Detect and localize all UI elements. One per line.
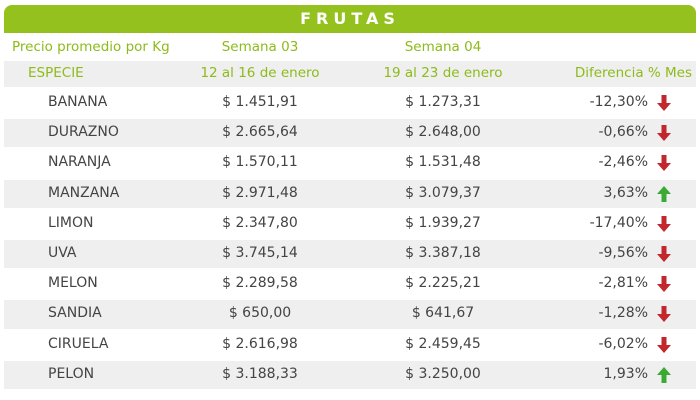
arrow-shape (657, 366, 671, 383)
arrow-icon (657, 215, 671, 232)
price-week-03: $ 2.665,64 (222, 124, 298, 141)
price-week-03: $ 3.188,33 (222, 365, 298, 382)
arrow-icon (657, 95, 671, 111)
price-week-03: $ 1.451,91 (222, 94, 298, 110)
trend-arrow (656, 154, 672, 172)
row-bg (4, 300, 696, 329)
row-bg (4, 360, 696, 389)
arrow-icon (657, 246, 671, 262)
price-week-03: $ 3.745,14 (222, 245, 298, 261)
trend-arrow (656, 94, 672, 112)
header-cell: Semana 04 (404, 39, 482, 55)
arrow-icon (657, 366, 671, 383)
difference: -9,56% (598, 245, 648, 261)
arrow-shape (657, 336, 671, 353)
arrow-icon (657, 276, 671, 293)
arrow-icon (657, 336, 671, 353)
species: MANZANA (48, 184, 120, 201)
price-week-04: $ 2.648,00 (405, 124, 481, 141)
header-cell: 19 al 23 de enero (383, 65, 503, 81)
arrow-shape (657, 95, 671, 111)
price-week-04: $ 1.939,27 (405, 214, 481, 231)
title-bar (4, 5, 696, 33)
price-week-03: $ 2.616,98 (222, 335, 298, 352)
species: MELON (48, 275, 98, 292)
difference: -1,28% (598, 305, 648, 322)
header-cell: ESPECIE (28, 65, 84, 81)
row-bg (4, 179, 696, 208)
price-week-04: $ 1.273,31 (405, 94, 481, 110)
header-cell: Diferencia % Mes (574, 65, 692, 81)
arrow-shape (657, 306, 671, 323)
arrow-shape (657, 276, 671, 293)
trend-arrow (656, 185, 672, 203)
difference: -17,40% (589, 214, 648, 231)
trend-arrow (656, 275, 672, 293)
species: BANANA (48, 94, 108, 110)
arrow-icon (657, 125, 671, 142)
header-cell: Precio promedio por Kg (12, 39, 170, 55)
row-bg (4, 119, 696, 148)
trend-arrow (656, 305, 672, 323)
arrow-shape (657, 125, 671, 142)
price-week-03: $ 2.347,80 (222, 214, 298, 231)
title: FRUTAS (300, 9, 400, 28)
difference: -12,30% (589, 94, 648, 110)
price-week-03: $ 2.971,48 (222, 184, 298, 201)
difference: 1,93% (603, 365, 648, 382)
header-cell: 12 al 16 de enero (200, 65, 320, 81)
price-week-04: $ 3.250,00 (405, 365, 481, 382)
header-cell: Semana 03 (221, 39, 299, 55)
arrow-shape (657, 185, 671, 202)
price-week-03: $ 1.570,11 (222, 154, 298, 171)
difference: -0,66% (598, 124, 648, 141)
trend-arrow (656, 336, 672, 354)
species: SANDIA (48, 305, 102, 322)
arrow-icon (657, 185, 671, 202)
difference: -2,46% (598, 154, 648, 171)
species: DURAZNO (48, 124, 119, 141)
arrow-shape (657, 215, 671, 232)
arrow-icon (657, 306, 671, 323)
species: PELON (48, 365, 95, 382)
price-week-03: $ 650,00 (228, 305, 292, 322)
species: CIRUELA (48, 335, 109, 352)
arrow-shape (657, 155, 671, 172)
species: LIMON (48, 214, 94, 231)
trend-arrow (656, 124, 672, 142)
price-week-03: $ 2.289,58 (222, 275, 298, 292)
species: NARANJA (48, 154, 111, 171)
price-week-04: $ 3.079,37 (405, 184, 481, 201)
difference: -2,81% (598, 275, 648, 292)
price-week-04: $ 3.387,18 (405, 245, 481, 261)
header-row-bg (4, 61, 696, 87)
price-week-04: $ 1.531,48 (405, 154, 481, 171)
price-week-04: $ 641,67 (411, 305, 475, 322)
row-bg (4, 240, 696, 269)
trend-arrow (656, 366, 672, 384)
species: UVA (48, 245, 77, 261)
difference: -6,02% (598, 335, 648, 352)
trend-arrow (656, 215, 672, 233)
arrow-shape (657, 246, 671, 262)
price-week-04: $ 2.459,45 (405, 335, 481, 352)
trend-arrow (656, 245, 672, 263)
difference: 3,63% (603, 184, 648, 201)
price-week-04: $ 2.225,21 (405, 275, 481, 292)
arrow-icon (657, 155, 671, 172)
